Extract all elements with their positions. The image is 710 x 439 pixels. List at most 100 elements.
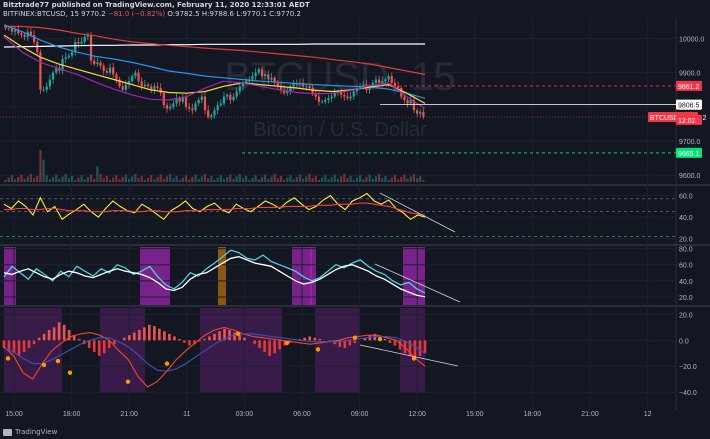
volume-bar: [267, 178, 270, 182]
volume-bar: [381, 178, 384, 182]
candle-body: [340, 91, 343, 95]
volume-bar: [349, 175, 352, 182]
volume-bar: [112, 177, 115, 182]
tradingview-logo[interactable]: TradingView: [3, 428, 57, 436]
candle-body: [184, 96, 188, 107]
candle-body: [70, 52, 74, 56]
candle-body: [10, 28, 14, 32]
macd-highlight: [4, 308, 62, 393]
candle-body: [264, 74, 267, 77]
volume-bar: [324, 175, 327, 182]
volume-bar: [96, 166, 99, 182]
macd-histogram-bar: [243, 337, 246, 341]
volume-bar: [172, 178, 175, 182]
volume-bar: [80, 175, 83, 182]
volume-bar: [102, 178, 105, 182]
x-tick-label: 06:00: [293, 411, 311, 418]
candle-body: [118, 79, 121, 87]
candle-body: [346, 96, 349, 99]
stoch-line-1: [3, 249, 426, 294]
volume-bar: [203, 174, 207, 182]
volume-bar: [191, 177, 194, 182]
macd-histogram-bar: [273, 340, 276, 354]
volume-bar: [99, 174, 102, 182]
candle-body: [203, 96, 207, 111]
volume-bar: [67, 178, 70, 182]
candle-body: [396, 86, 400, 89]
candle-body: [83, 36, 86, 42]
x-tick-label: 21:00: [581, 411, 599, 418]
candle-body: [257, 69, 260, 73]
y-tick-label-macd: 0.0: [679, 338, 689, 345]
macd-histogram-bar: [127, 335, 131, 341]
candle-body: [222, 96, 226, 104]
candle-body: [194, 103, 197, 111]
price-axis[interactable]: 9600.09700.09800.09900.010000.09861.2980…: [648, 37, 707, 398]
candle-body: [229, 94, 232, 100]
candle-body: [108, 67, 112, 73]
volume-bar: [89, 174, 93, 182]
candle-body: [226, 94, 229, 97]
candle-body: [349, 96, 352, 99]
symbol-legend[interactable]: BITFINEX:BTCUSD, 15 9770.2 −81.0 (−0.82%…: [3, 10, 301, 18]
candle-body: [216, 105, 219, 111]
macd-histogram-bar: [353, 340, 357, 343]
plot-area[interactable]: [0, 24, 676, 388]
candle-body: [102, 65, 105, 71]
volume-bar: [295, 177, 298, 182]
candle-body: [93, 60, 96, 65]
volume-bar: [77, 177, 80, 182]
volume-bar: [159, 174, 162, 182]
macd-histogram-bar: [92, 340, 96, 352]
candle-body: [207, 110, 210, 118]
candle-body: [67, 55, 70, 58]
volume-bar: [270, 176, 273, 182]
volume-bar: [314, 175, 317, 182]
macd-histogram-bar: [102, 340, 106, 354]
volume-bar: [317, 180, 321, 182]
candle-body: [51, 72, 55, 80]
volume-bar: [86, 177, 89, 182]
volume-bar: [283, 180, 286, 182]
macd-histogram-bar: [218, 331, 221, 341]
volume-bar: [406, 178, 409, 182]
macd-histogram-bar: [348, 340, 352, 346]
macd-cross-dot: [235, 331, 241, 337]
x-tick-label: 18:00: [63, 411, 81, 418]
volume-bar: [365, 177, 368, 182]
volume-bar: [216, 177, 219, 182]
macd-histogram-bar: [333, 340, 337, 345]
candle-body: [124, 84, 127, 90]
x-tick-label: 15:00: [466, 411, 484, 418]
volume-bar: [222, 179, 226, 182]
macd-histogram-bar: [27, 340, 31, 349]
price-tag-text: 9665.1: [678, 151, 700, 158]
volume-bar: [254, 175, 257, 182]
volume-bar: [235, 176, 238, 182]
candle-body: [238, 86, 241, 92]
macd-histogram-bar: [72, 335, 76, 341]
macd-histogram-bar: [418, 340, 422, 356]
candle-body: [419, 111, 422, 114]
macd-histogram-bar: [67, 329, 71, 341]
candle-body: [412, 100, 416, 111]
macd-cross-dot: [41, 362, 47, 368]
volume-bar: [74, 180, 77, 182]
macd-histogram-bar: [52, 327, 56, 341]
y-tick-label-price: 9900.0: [679, 71, 701, 78]
volume-bar: [178, 180, 181, 182]
time-axis[interactable]: 15:00 18:00 21:00 11 03:00 06:00 09:00 12:00 15:…: [5, 411, 651, 418]
price-tag: 12:02: [676, 114, 702, 125]
trendline: [374, 263, 461, 303]
candle-body: [13, 29, 17, 32]
candle-body: [381, 81, 384, 83]
candle-body: [314, 93, 317, 97]
interval-label[interactable]: 15: [70, 10, 79, 18]
macd-histogram-bar: [47, 329, 51, 341]
symbol-name[interactable]: BITFINEX:BTCUSD: [3, 10, 66, 18]
volume-bar: [229, 174, 232, 182]
volume-bar: [279, 175, 283, 182]
volume-bar: [384, 175, 387, 182]
macd-histogram-bar: [143, 327, 146, 341]
